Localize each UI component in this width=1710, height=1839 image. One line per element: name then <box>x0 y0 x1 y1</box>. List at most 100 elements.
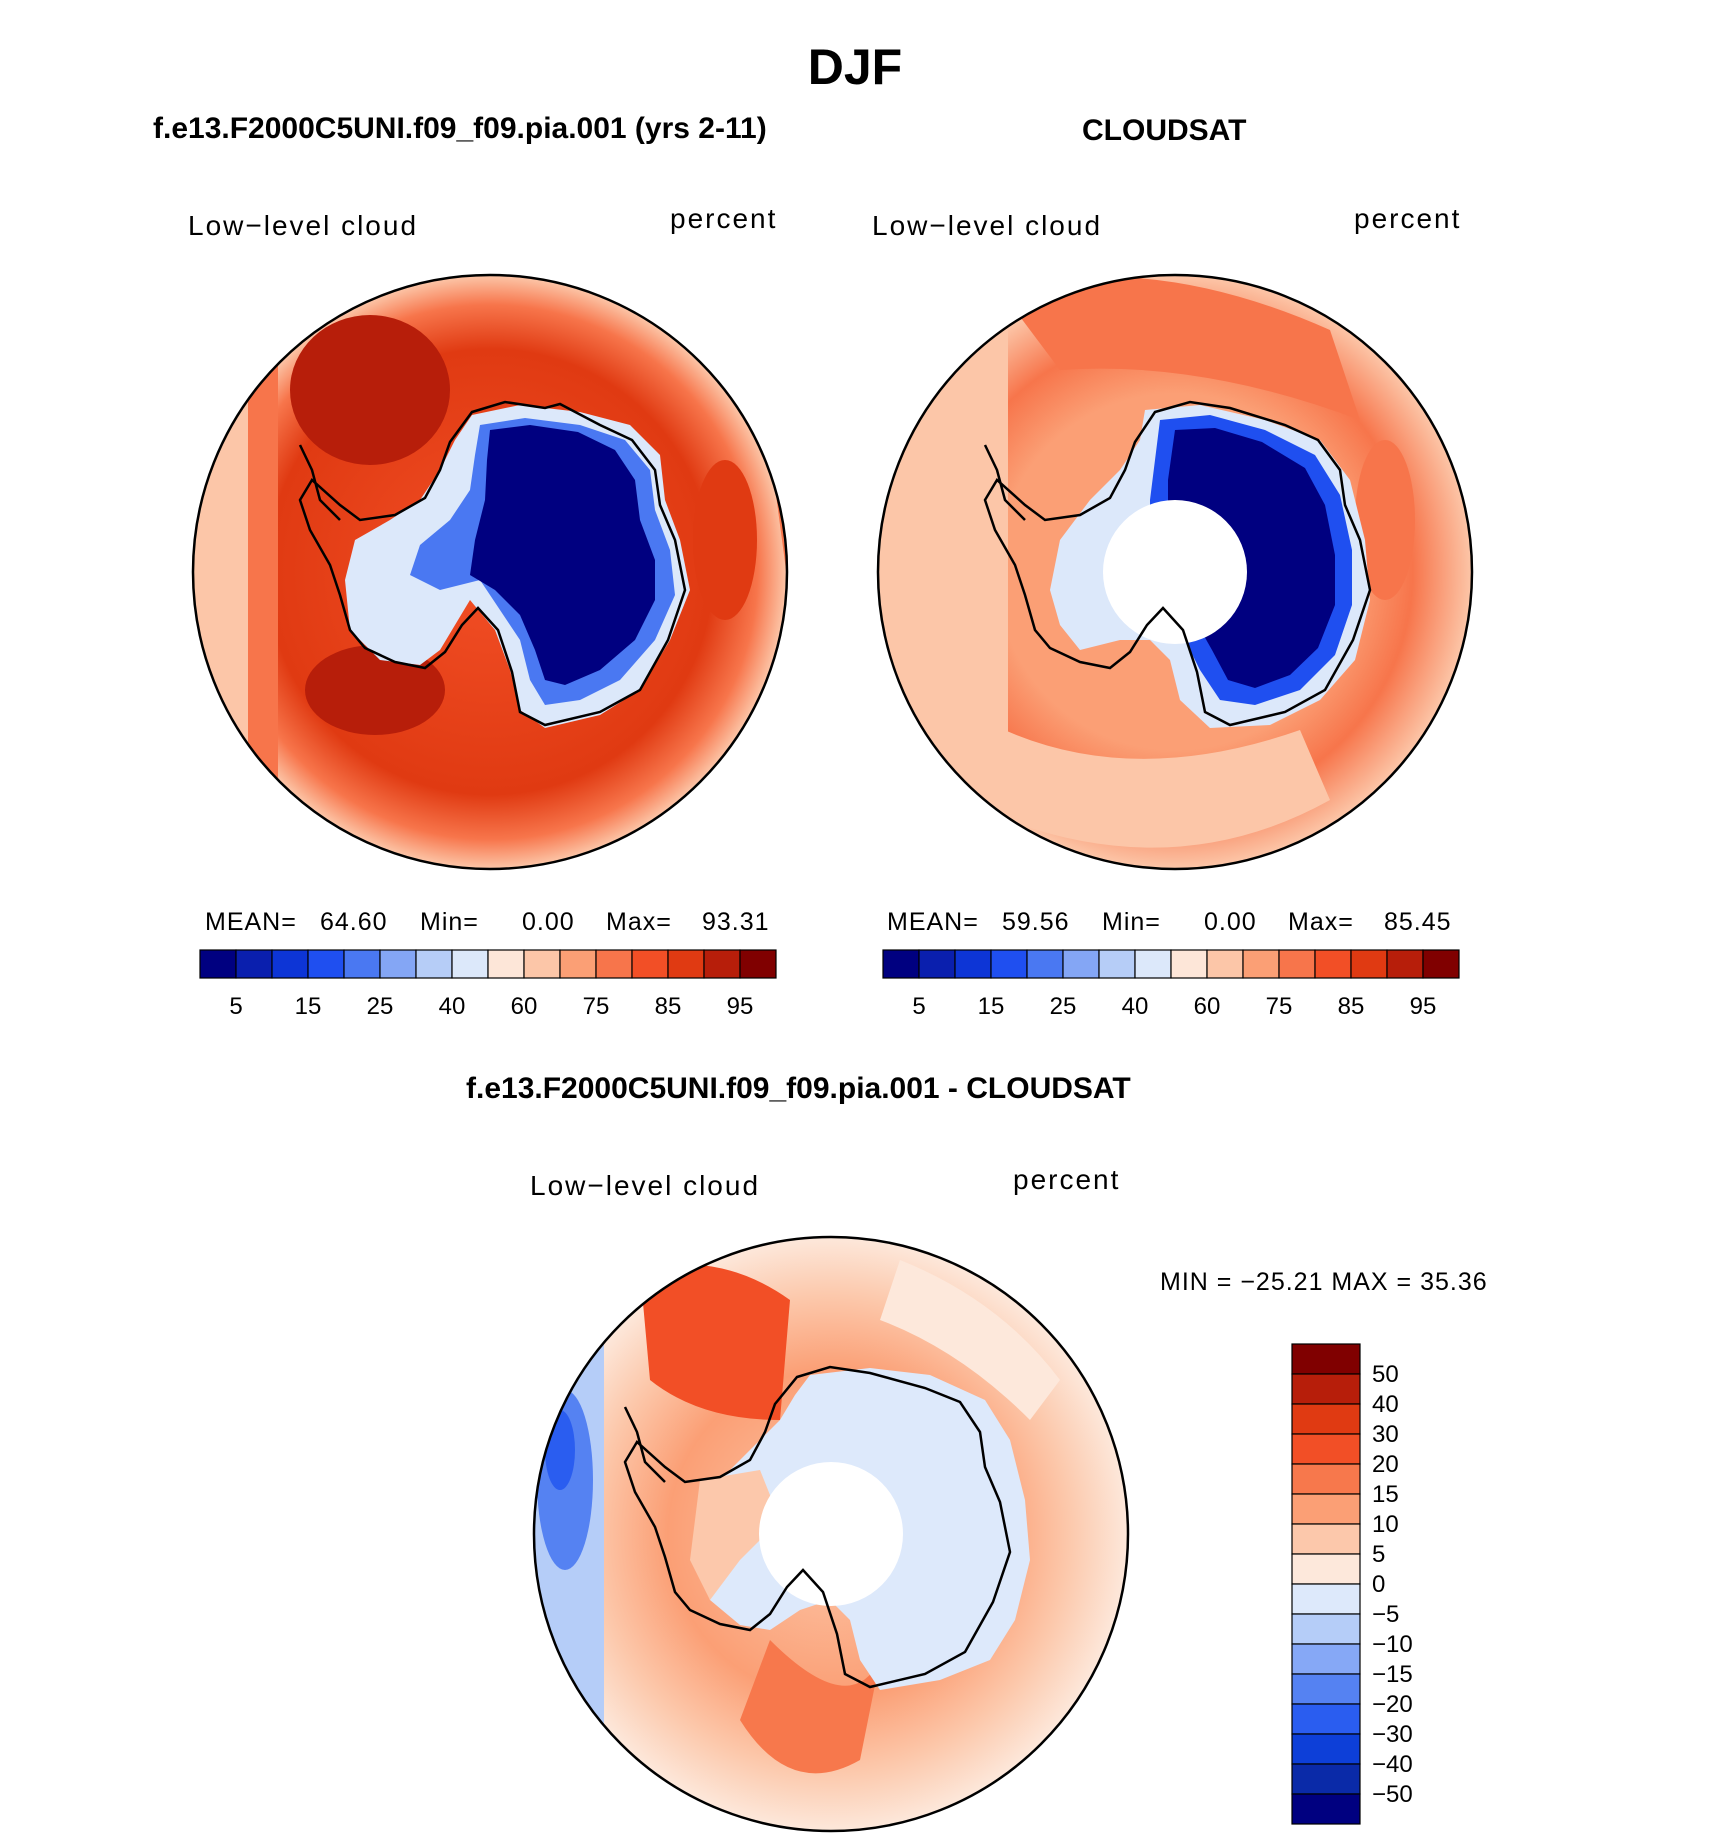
map-obs <box>876 273 1474 871</box>
map-diff <box>532 1235 1130 1833</box>
panel-bottom-title: f.e13.F2000C5UNI.f09_f09.pia.001 - CLOUD… <box>466 1072 1131 1105</box>
colorbar-obs-swatch <box>1026 949 1064 979</box>
colorbar-model-tick-label: 5 <box>229 993 242 1020</box>
colorbar-obs-swatch <box>1098 949 1136 979</box>
map-model-east-band <box>693 460 757 620</box>
colorbar-diff-swatch <box>1291 1763 1361 1795</box>
colorbar-model-swatch <box>199 949 237 979</box>
colorbar-model-swatch <box>343 949 381 979</box>
left-min-label: Min= <box>420 908 479 936</box>
map-model-edge-band <box>193 275 248 869</box>
colorbar-obs-swatch <box>1242 949 1280 979</box>
colorbar-model-tick-label: 40 <box>439 993 466 1020</box>
left-max-value: 93.31 <box>702 908 770 936</box>
map-obs-north-band <box>1000 276 1360 420</box>
colorbar-diff-tick-label: −50 <box>1372 1781 1413 1808</box>
colorbar-obs-swatch <box>990 949 1028 979</box>
bottom-variable-label: Low−level cloud <box>530 1170 761 1201</box>
colorbar-obs-tick-label: 75 <box>1266 993 1293 1020</box>
left-variable-label: Low−level cloud <box>188 210 419 241</box>
map-diff-peninsula-positive <box>690 1470 780 1600</box>
colorbar-diff-tick-label: 30 <box>1372 1421 1399 1448</box>
left-max-label: Max= <box>606 908 672 936</box>
colorbar-diff-swatch <box>1291 1673 1361 1705</box>
colorbar-diff-swatch <box>1291 1493 1361 1525</box>
right-variable-label: Low−level cloud <box>872 210 1103 241</box>
colorbar-model-swatch <box>631 949 669 979</box>
colorbar-obs-swatch <box>1386 949 1424 979</box>
map-model-antarctica-core <box>470 425 655 685</box>
map-obs-south-band <box>940 700 1330 848</box>
colorbar-diff-swatch <box>1291 1613 1361 1645</box>
bottom-units-label: percent <box>1013 1164 1121 1195</box>
map-obs-east-band <box>1355 440 1415 600</box>
colorbar-model: 5 15 25 40 60 75 85 95 <box>199 949 777 1020</box>
colorbar-obs-tick-label: 5 <box>912 993 925 1020</box>
panel-left-title: f.e13.F2000C5UNI.f09_f09.pia.001 (yrs 2-… <box>153 112 767 145</box>
right-min-label: Min= <box>1102 908 1161 936</box>
colorbar-obs-swatch <box>1278 949 1316 979</box>
map-diff-polar-gap <box>759 1462 903 1606</box>
map-model <box>191 273 789 871</box>
left-min-value: 0.00 <box>522 908 575 936</box>
colorbar-obs-swatch <box>918 949 956 979</box>
colorbar-diff-tick-label: −30 <box>1372 1721 1413 1748</box>
panel-right-title: CLOUDSAT <box>1082 114 1247 147</box>
colorbar-model-swatch <box>595 949 633 979</box>
colorbar-diff-tick-label: 40 <box>1372 1391 1399 1418</box>
right-max-value: 85.45 <box>1384 908 1452 936</box>
map-diff-west-min-region <box>545 1410 575 1490</box>
map-diff-border <box>532 1235 1130 1833</box>
colorbar-model-swatch <box>703 949 741 979</box>
colorbar-diff-swatch <box>1291 1403 1361 1435</box>
colorbar-diff-swatch <box>1291 1553 1361 1585</box>
colorbar-model-swatch <box>271 949 309 979</box>
colorbar-model-swatch <box>307 949 345 979</box>
right-mean-value: 59.56 <box>1002 908 1070 936</box>
colorbar-obs-tick-label: 85 <box>1338 993 1365 1020</box>
colorbar-obs: 5 15 25 40 60 75 85 95 <box>882 949 1460 1020</box>
colorbar-diff-swatch <box>1291 1463 1361 1495</box>
colorbar-diff-tick-label: −15 <box>1372 1661 1413 1688</box>
map-model-edge-band-2 <box>248 275 278 869</box>
colorbar-obs-swatch <box>1134 949 1172 979</box>
colorbar-diff-tick-label: −20 <box>1372 1691 1413 1718</box>
colorbar-diff-swatch <box>1291 1523 1361 1555</box>
map-model-peninsula <box>298 444 341 521</box>
right-mean-label: MEAN= <box>887 908 979 936</box>
colorbar-diff-swatch <box>1291 1433 1361 1465</box>
colorbar-diff-swatch <box>1291 1373 1361 1405</box>
map-diff-ne-band <box>880 1260 1060 1420</box>
colorbar-obs-swatch <box>1170 949 1208 979</box>
colorbar-diff-tick-label: 20 <box>1372 1451 1399 1478</box>
map-obs-polar-gap <box>1103 500 1247 644</box>
colorbar-model-tick-label: 75 <box>583 993 610 1020</box>
map-model-coastline <box>298 400 687 727</box>
colorbar-obs-tick-label: 15 <box>978 993 1005 1020</box>
colorbar-model-swatch <box>487 949 525 979</box>
colorbar-model-swatch <box>379 949 417 979</box>
colorbar-obs-swatch <box>1314 949 1352 979</box>
colorbar-obs-swatch <box>1350 949 1388 979</box>
colorbar-diff-swatch <box>1291 1733 1361 1765</box>
map-model-max-region-2 <box>305 645 445 735</box>
map-obs-border <box>876 273 1474 871</box>
colorbar-obs-tick-label: 95 <box>1410 993 1437 1020</box>
map-diff-north-positive <box>640 1264 790 1420</box>
colorbar-obs-swatch <box>1422 949 1460 979</box>
colorbar-model-swatch <box>739 949 777 979</box>
colorbar-obs-swatch <box>1206 949 1244 979</box>
colorbar-diff-swatch <box>1291 1343 1361 1375</box>
colorbar-model-tick-label: 15 <box>295 993 322 1020</box>
colorbar-diff-swatch <box>1291 1583 1361 1615</box>
colorbar-model-swatch <box>235 949 273 979</box>
colorbar-obs-swatch <box>882 949 920 979</box>
colorbar-diff-tick-label: 10 <box>1372 1511 1399 1538</box>
colorbar-obs-swatch <box>1062 949 1100 979</box>
map-model-border <box>191 273 789 871</box>
colorbar-obs-tick-label: 60 <box>1194 993 1221 1020</box>
colorbar-model-swatch <box>451 949 489 979</box>
map-diff-south-positive <box>740 1640 880 1774</box>
colorbar-diff-swatch <box>1291 1643 1361 1675</box>
